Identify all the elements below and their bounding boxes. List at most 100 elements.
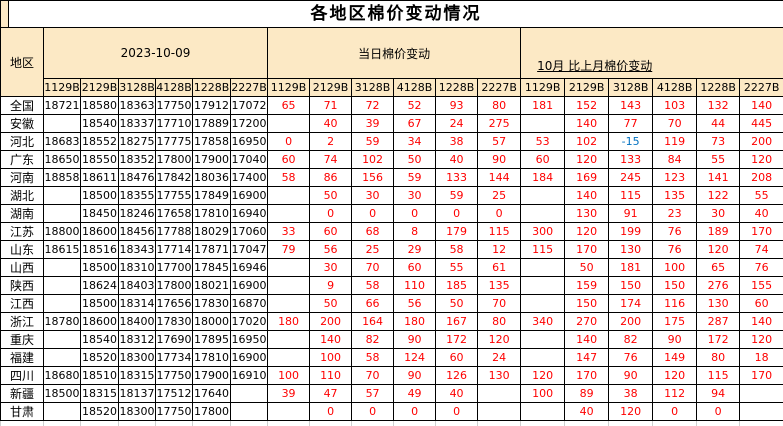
cell-prices: 18337: [118, 114, 156, 133]
cell-prices: 17512: [155, 384, 193, 403]
cell-monthly: 189: [696, 222, 741, 241]
cell-daily: 164: [351, 312, 395, 331]
cell-monthly: 175: [652, 312, 698, 331]
cell-monthly: 76: [652, 222, 698, 241]
cell-monthly: 199: [608, 222, 654, 241]
region-label: 陕西: [0, 276, 44, 295]
cell-prices: 18550: [80, 150, 119, 169]
region-label: 福建: [0, 348, 44, 367]
cell-monthly: 170: [739, 366, 783, 385]
cell-prices: 17845: [192, 258, 231, 277]
cell-prices: 17830: [192, 294, 231, 313]
cell-monthly: 90: [652, 330, 698, 349]
cell-daily: 57: [477, 132, 522, 151]
region-label: 山西: [0, 258, 44, 277]
cell-prices: 17788: [155, 222, 193, 241]
cell-prices: 17895: [192, 330, 231, 349]
cell-daily: 70: [351, 366, 395, 385]
cell-daily: 66: [351, 294, 395, 313]
cell-prices: [43, 258, 81, 277]
cell-prices: 18500: [43, 384, 81, 403]
cell-monthly: 200: [608, 312, 654, 331]
cell-daily: [477, 384, 522, 403]
cell-daily: 38: [435, 132, 479, 151]
cell-prices: 18246: [118, 204, 156, 223]
cell-prices: 17020: [229, 312, 269, 331]
cell-prices: 16900: [229, 348, 269, 367]
cell-monthly: 0: [696, 402, 741, 421]
cell-prices: 18029: [192, 222, 231, 241]
cell-daily: 12: [477, 240, 522, 259]
cell-monthly: 133: [608, 150, 654, 169]
cell-daily: 80: [477, 312, 522, 331]
cell-prices: 17800: [155, 276, 193, 295]
cell-monthly: [739, 402, 783, 421]
cell-daily: 33: [267, 222, 311, 241]
cell-daily: 130: [477, 366, 522, 385]
cell-prices: 18403: [118, 276, 156, 295]
cell-monthly: 140: [739, 96, 783, 115]
cell-monthly: 150: [564, 294, 610, 313]
table-row: 全国 18721 18580 18363 17750 17912 17072 65 71 72 52…: [0, 96, 783, 115]
table-row: 重庆 18540 18312 17690 17895 16950 140 82 90 172 120…: [0, 330, 783, 349]
table-row: 河南 18858 18611 18476 17842 18036 17400 58 86 156 5…: [0, 168, 783, 187]
cell-daily: 2: [309, 132, 353, 151]
cell-prices: 17734: [155, 348, 193, 367]
cell-daily: 0: [393, 402, 437, 421]
empty-grid-cell: [393, 421, 436, 426]
cell-monthly: 40: [739, 204, 783, 223]
column-header-4128b: 4128B: [393, 78, 437, 97]
cell-monthly: 76: [608, 348, 654, 367]
cell-daily: 140: [309, 330, 353, 349]
cell-prices: 16950: [229, 132, 269, 151]
cell-prices: 18721: [43, 96, 81, 115]
cell-prices: 17800: [155, 150, 193, 169]
cell-prices: 18520: [80, 348, 119, 367]
column-header-2227b: 2227B: [229, 78, 269, 97]
cell-monthly: [520, 186, 566, 205]
empty-grid-cell: [739, 421, 783, 426]
cell-daily: 40: [309, 114, 353, 133]
table-row: 甘肃 18520 18300 17750 17800 0 0 0 0 40 120 0 0: [0, 402, 783, 421]
empty-grid-cell: [230, 421, 268, 426]
cell-prices: 18352: [118, 150, 156, 169]
cell-monthly: 100: [652, 258, 698, 277]
cell-prices: 17755: [155, 186, 193, 205]
table-row: 山东 18615 18516 18343 17714 17871 17047 79 56 25 29…: [0, 240, 783, 259]
empty-grid-cell: [155, 421, 193, 426]
cell-daily: 55: [435, 258, 479, 277]
table-row: 新疆 18500 18315 18137 17512 17640 39 47 57 49 40 100…: [0, 384, 783, 403]
cell-prices: 18456: [118, 222, 156, 241]
cell-prices: 17400: [229, 168, 269, 187]
region-label: 浙江: [0, 312, 44, 331]
cell-monthly: 115: [608, 186, 654, 205]
cell-daily: 0: [435, 402, 479, 421]
cell-prices: 18314: [118, 294, 156, 313]
cell-daily: 115: [477, 222, 522, 241]
cell-prices: 18615: [43, 240, 81, 259]
table-row: 浙江 18780 18600 18400 17830 18000 17020 180 200 16…: [0, 312, 783, 331]
empty-grid-cell: [696, 421, 740, 426]
region-label: 湖北: [0, 186, 44, 205]
cell-prices: 17858: [192, 132, 231, 151]
table-row: 四川 18680 18510 18315 17750 17900 16910 100 110 70…: [0, 366, 783, 385]
region-label: 安徽: [0, 114, 44, 133]
cell-prices: 18780: [43, 312, 81, 331]
cell-daily: 74: [309, 150, 353, 169]
cell-prices: 18275: [118, 132, 156, 151]
cell-prices: 18315: [118, 366, 156, 385]
cell-daily: 58: [267, 168, 311, 187]
column-header-4128b: 4128B: [652, 78, 698, 97]
cell-daily: 57: [351, 384, 395, 403]
cell-monthly: 120: [739, 150, 783, 169]
cell-monthly: 102: [564, 132, 610, 151]
cell-monthly: 82: [608, 330, 654, 349]
cell-daily: 0: [477, 204, 522, 223]
empty-grid-cell: [564, 421, 609, 426]
cell-monthly: 149: [652, 348, 698, 367]
empty-grid-cell: [267, 421, 310, 426]
cell-prices: 18680: [43, 366, 81, 385]
cell-monthly: 120: [739, 330, 783, 349]
cell-prices: [43, 114, 81, 133]
table-row: 安徽 18540 18337 17710 17889 17200 40 39 67 24 275 14…: [0, 114, 783, 133]
